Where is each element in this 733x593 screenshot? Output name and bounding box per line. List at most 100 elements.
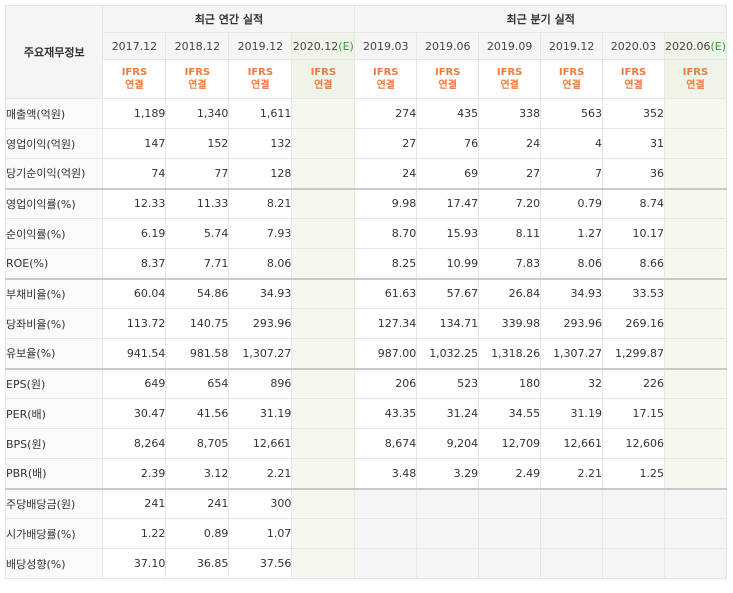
annual-value-cell: 152	[165, 128, 230, 159]
ifrs-label: IFRS	[184, 67, 211, 78]
period-label: 2020.06	[664, 39, 711, 53]
annual-value-cell: 8.21	[228, 187, 293, 219]
quarter-value-cell	[663, 487, 728, 519]
quarter-value-cell	[663, 218, 728, 249]
quarter-value-cell: 7.20	[478, 187, 542, 219]
quarter-value-cell: 7.83	[478, 248, 542, 279]
quarter-value-cell	[663, 367, 728, 399]
annual-value-cell: 1.07	[228, 518, 293, 549]
quarter-value-cell	[478, 487, 542, 519]
ifrs-consolidated-label: IFRS 연결	[540, 59, 604, 99]
annual-value-cell: 41.56	[165, 398, 230, 429]
consolidated-label: 연결	[376, 80, 395, 91]
corner-label: 주요재무정보	[4, 5, 104, 99]
period-header: 2019.12	[540, 32, 604, 60]
period-label: 2020.12	[292, 39, 339, 53]
quarter-value-cell: 76	[416, 128, 480, 159]
quarter-value-cell: 7	[540, 158, 604, 189]
row-label: BPS(원)	[4, 428, 104, 459]
annual-value-cell: 12,661	[228, 428, 293, 459]
annual-value-cell: 1,189	[102, 98, 167, 129]
table-row: 유보율(%) 941.54 981.58 1,307.27 987.00 1,032.25…	[4, 338, 728, 369]
table-row: 배당성향(%) 37.10 36.85 37.56	[4, 548, 728, 579]
ifrs-consolidated-label: IFRS 연결	[165, 59, 230, 99]
quarter-value-cell: 0.79	[540, 187, 604, 219]
period-header: 2020.06(E)	[663, 32, 728, 60]
period-header: 2017.12	[102, 32, 167, 60]
quarter-value-cell: 1,307.27	[540, 338, 604, 369]
quarter-value-cell	[663, 458, 728, 489]
consolidated-label: 연결	[562, 80, 581, 91]
row-label: 배당성향(%)	[4, 548, 104, 579]
quarter-value-cell: 8.11	[478, 218, 542, 249]
table-row: 영업이익(억원) 147 152 132 27 76 24 4 31	[4, 128, 728, 159]
annual-value-cell	[291, 128, 356, 159]
row-label: PBR(배)	[4, 458, 104, 489]
annual-value-cell: 300	[228, 487, 293, 519]
table-row: ROE(%) 8.37 7.71 8.06 8.25 10.99 7.83 8.06 8.66	[4, 248, 728, 279]
annual-value-cell: 0.89	[165, 518, 230, 549]
quarter-value-cell: 10.99	[416, 248, 480, 279]
annual-value-cell: 649	[102, 367, 167, 399]
quarter-value-cell: 3.48	[354, 458, 418, 489]
row-label: 매출액(억원)	[4, 98, 104, 129]
table-row: 매출액(억원) 1,189 1,340 1,611 274 435 338 563 352	[4, 98, 728, 129]
quarter-value-cell	[663, 187, 728, 219]
quarter-value-cell	[602, 548, 665, 579]
quarter-value-cell: 33.53	[602, 277, 665, 309]
quarter-value-cell: 435	[416, 98, 480, 129]
quarter-value-cell: 352	[602, 98, 665, 129]
row-label: 영업이익률(%)	[4, 187, 104, 219]
quarter-value-cell: 57.67	[416, 277, 480, 309]
annual-value-cell: 60.04	[102, 277, 167, 309]
annual-value-cell: 941.54	[102, 338, 167, 369]
table-row: 영업이익률(%) 12.33 11.33 8.21 9.98 17.47 7.20 0.79 8…	[4, 187, 728, 219]
quarter-value-cell: 31.19	[540, 398, 604, 429]
estimate-mark: (E)	[338, 39, 354, 53]
annual-value-cell: 77	[165, 158, 230, 189]
quarter-value-cell: 24	[354, 158, 418, 189]
quarter-value-cell	[354, 518, 418, 549]
table-body: 매출액(억원) 1,189 1,340 1,611 274 435 338 563 352 영업이…	[4, 98, 728, 579]
quarter-value-cell: 2.49	[478, 458, 542, 489]
ifrs-consolidated-label: IFRS 연결	[602, 59, 665, 99]
quarter-value-cell	[663, 277, 728, 309]
annual-value-cell	[291, 98, 356, 129]
ifrs-label: IFRS	[373, 67, 399, 78]
row-label: 당기순이익(억원)	[4, 158, 104, 189]
quarter-value-cell	[416, 548, 480, 579]
quarter-value-cell	[663, 338, 728, 369]
quarter-value-cell: 1.25	[602, 458, 665, 489]
annual-value-cell: 7.71	[165, 248, 230, 279]
consolidated-label: 연결	[624, 80, 643, 91]
ifrs-consolidated-label: IFRS 연결	[478, 59, 542, 99]
table-row: 부채비율(%) 60.04 54.86 34.93 61.63 57.67 26.84 34.…	[4, 277, 728, 309]
quarter-value-cell: 26.84	[478, 277, 542, 309]
ifrs-consolidated-label: IFRS 연결	[291, 59, 356, 99]
row-label: 유보율(%)	[4, 338, 104, 369]
annual-value-cell: 54.86	[165, 277, 230, 309]
annual-value-cell: 241	[102, 487, 167, 519]
annual-value-cell: 12.33	[102, 187, 167, 219]
annual-value-cell	[291, 277, 356, 309]
quarter-value-cell: 12,606	[602, 428, 665, 459]
annual-value-cell	[291, 548, 356, 579]
annual-value-cell: 3.12	[165, 458, 230, 489]
row-label: 부채비율(%)	[4, 277, 104, 309]
period-header: 2019.03	[354, 32, 418, 60]
ifrs-consolidated-label: IFRS 연결	[663, 59, 728, 99]
table-row: 당좌비율(%) 113.72 140.75 293.96 127.34 134.71 339…	[4, 308, 728, 339]
quarter-value-cell: 69	[416, 158, 480, 189]
annual-value-cell: 30.47	[102, 398, 167, 429]
quarter-value-cell: 12,709	[478, 428, 542, 459]
row-label: 순이익률(%)	[4, 218, 104, 249]
annual-value-cell: 11.33	[165, 187, 230, 219]
annual-value-cell	[291, 428, 356, 459]
row-label: 영업이익(억원)	[4, 128, 104, 159]
quarter-value-cell: 8.74	[602, 187, 665, 219]
annual-value-cell	[291, 487, 356, 519]
quarter-value-cell: 8.25	[354, 248, 418, 279]
row-label: 시가배당률(%)	[4, 518, 104, 549]
annual-value-cell	[291, 398, 356, 429]
quarter-value-cell: 269.16	[602, 308, 665, 339]
